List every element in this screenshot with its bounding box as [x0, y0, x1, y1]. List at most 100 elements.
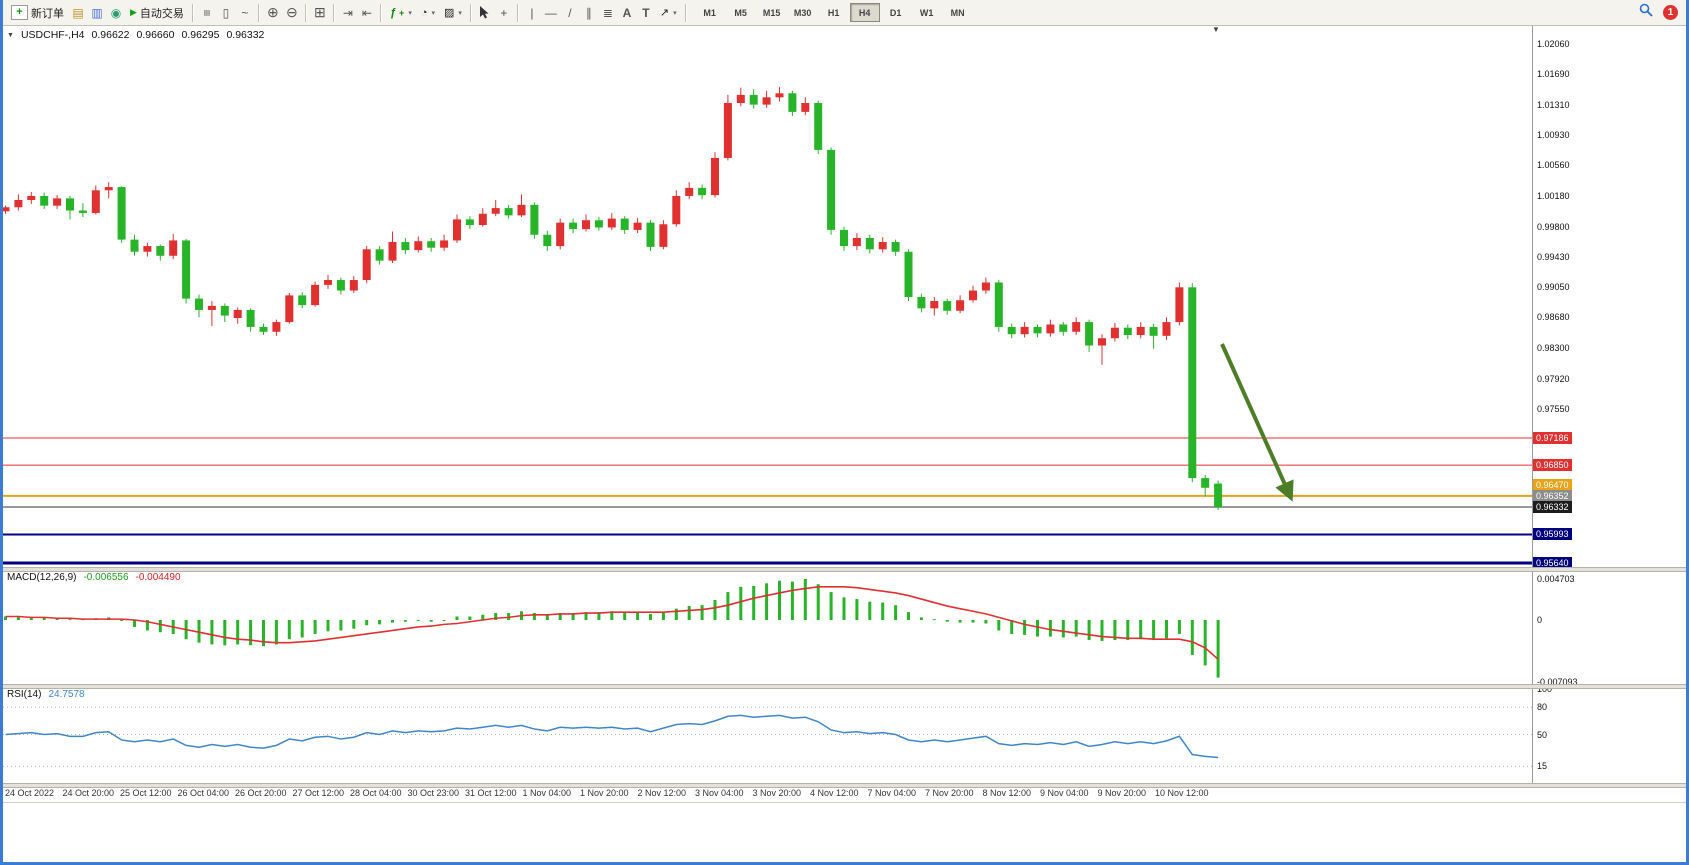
- new-order-icon: +: [11, 5, 28, 20]
- data-window-icon[interactable]: ▥: [91, 5, 103, 20]
- time-axis-label: 9 Nov 04:00: [1040, 788, 1089, 798]
- auto-trading-label: 自动交易: [139, 7, 184, 20]
- timeframe-button-w1[interactable]: W1: [919, 7, 934, 18]
- price-tick-label: 0.99050: [1537, 282, 1570, 293]
- indicators-icon: ƒ: [389, 6, 397, 19]
- search-icon[interactable]: [1639, 3, 1653, 22]
- price-tick-label: 1.02060: [1537, 38, 1570, 49]
- time-axis-label: 24 Oct 20:00: [62, 788, 115, 798]
- zoom-in-icon[interactable]: ⊕: [267, 4, 279, 20]
- macd-header: MACD(12,26,9) -0.006556 -0.004490: [7, 572, 181, 583]
- arrow-tool-icon: ↗: [659, 7, 670, 19]
- timeframe-button-m15[interactable]: M15: [762, 7, 781, 18]
- ohlc-low: 0.96295: [181, 29, 220, 41]
- vertical-line-tool-icon[interactable]: |: [530, 5, 534, 20]
- text-label-tool-icon[interactable]: T: [642, 5, 650, 20]
- chevron-down-icon: ▾: [431, 9, 435, 17]
- time-axis-label: 26 Oct 04:00: [177, 788, 230, 798]
- fibonacci-tool-icon[interactable]: ≣: [602, 5, 613, 20]
- template-icon: ▨: [444, 7, 455, 19]
- timeframe-button-mn[interactable]: MN: [950, 7, 965, 18]
- toolbar-separator: [516, 3, 519, 22]
- tile-windows-icon[interactable]: ⊞: [314, 4, 326, 20]
- notification-badge[interactable]: 1: [1663, 5, 1678, 20]
- time-axis-label: 1 Nov 20:00: [580, 788, 629, 798]
- window-border-right: [1686, 0, 1689, 865]
- channel-tool-icon[interactable]: ∥: [585, 5, 592, 20]
- auto-trading-play-icon: ▶: [130, 7, 137, 17]
- templates-button[interactable]: ▨ ▾: [440, 3, 466, 23]
- toolbar-separator: [332, 3, 335, 22]
- main-toolbar: + 新订单 ▤ ▥ ◉ ▶ 自动交易 ≡ ▯ ~ ⊕ ⊖ ⊞ ⇥ ⇤ ƒ + ▾ …: [3, 0, 1686, 26]
- horizontal-line-tool-icon[interactable]: —: [544, 5, 557, 20]
- price-tick-label: 0.97550: [1537, 403, 1570, 414]
- crosshair-icon[interactable]: +: [500, 5, 508, 20]
- indicators-button[interactable]: ƒ + ▾: [386, 3, 416, 23]
- price-tick-label: 1.01690: [1537, 68, 1570, 79]
- ohlc-high: 0.96660: [136, 29, 175, 41]
- time-axis-label: 9 Nov 20:00: [1097, 788, 1147, 798]
- zoom-out-icon[interactable]: ⊖: [286, 4, 298, 20]
- time-axis-label: 26 Oct 20:00: [235, 788, 287, 798]
- macd-indicator-canvas[interactable]: [3, 570, 1532, 684]
- time-axis-label: 7 Nov 04:00: [867, 788, 917, 798]
- toolbar-separator: [684, 3, 687, 22]
- time-axis[interactable]: 24 Oct 2022 24 Oct 20:00 25 Oct 12:00 26 Oc…: [3, 786, 1532, 801]
- chart-shift-marker[interactable]: ▼: [1212, 25, 1220, 34]
- rsi-axis-label: 100: [1537, 684, 1553, 694]
- auto-trading-button[interactable]: ▶ 自动交易: [126, 3, 188, 23]
- market-watch-icon[interactable]: ▤: [72, 5, 84, 20]
- price-line-label: 0.95640: [1533, 556, 1572, 569]
- window-border-left: [0, 0, 3, 865]
- timeframe-button-h4[interactable]: H4: [849, 3, 880, 22]
- timeframe-button-h1[interactable]: H1: [827, 7, 840, 18]
- text-tool-icon[interactable]: A: [622, 5, 632, 20]
- rsi-indicator-canvas[interactable]: [3, 687, 1532, 783]
- time-axis-label: 30 Oct 23:00: [407, 788, 460, 798]
- rsi-value: 24.7578: [48, 689, 85, 700]
- navigator-icon[interactable]: ◉: [110, 5, 122, 20]
- time-axis-label: 10 Nov 12:00: [1155, 788, 1209, 798]
- timeframe-button-d1[interactable]: D1: [889, 7, 902, 18]
- rsi-header: RSI(14) 24.7578: [7, 689, 85, 700]
- price-tick-label: 0.97920: [1537, 373, 1570, 384]
- rsi-name: RSI(14): [7, 689, 42, 700]
- toolbar-separator: [257, 3, 260, 22]
- price-line-label: 0.96332: [1533, 501, 1572, 514]
- chart-shift-icon[interactable]: ⇤: [361, 5, 372, 20]
- time-axis-label: 8 Nov 12:00: [982, 788, 1032, 798]
- cursor-icon[interactable]: [476, 4, 494, 22]
- price-chart-canvas[interactable]: [3, 26, 1532, 567]
- time-axis-label: 3 Nov 04:00: [695, 788, 744, 798]
- panel-separator[interactable]: [3, 684, 1686, 689]
- price-line-label: 0.95993: [1533, 528, 1572, 541]
- chart-menu-icon[interactable]: ▼: [7, 31, 14, 39]
- panel-separator[interactable]: [3, 567, 1686, 572]
- chart-symbol-period: USDCHF-,H4: [20, 29, 85, 41]
- timeframe-button-m5[interactable]: M5: [734, 7, 747, 18]
- macd-axis-label: 0: [1537, 615, 1543, 625]
- price-line-label: 0.96470: [1533, 479, 1572, 492]
- periods-button[interactable]: ◔ ▾: [417, 3, 439, 23]
- rsi-axis-label: 80: [1537, 702, 1548, 713]
- new-order-button[interactable]: + 新订单: [7, 3, 68, 23]
- timeframe-toolbar: M1 M5 M15 M30 H1 H4 D1 W1 MN: [695, 3, 973, 22]
- panel-separator[interactable]: [3, 783, 1686, 788]
- auto-scroll-icon[interactable]: ⇥: [342, 5, 353, 20]
- chevron-down-icon: ▾: [458, 9, 462, 17]
- line-chart-icon[interactable]: ~: [241, 5, 249, 20]
- time-axis-label: 25 Oct 12:00: [120, 788, 172, 798]
- macd-value: -0.006556: [83, 572, 129, 583]
- timeframe-button-m30[interactable]: M30: [793, 7, 812, 18]
- price-axis[interactable]: 1.02060 1.01690 1.01310 1.00930 1.00560 1.001…: [1533, 26, 1689, 783]
- arrows-tool-button[interactable]: ↗ ▾: [656, 3, 681, 23]
- price-tick-label: 1.00560: [1537, 160, 1570, 171]
- timeframe-button-m1[interactable]: M1: [703, 7, 716, 18]
- time-axis-label: 28 Oct 04:00: [350, 788, 402, 798]
- price-line-label: 0.97186: [1533, 431, 1572, 444]
- time-axis-label: 2 Nov 12:00: [637, 788, 687, 798]
- bar-chart-icon[interactable]: ≡: [199, 8, 214, 16]
- trendline-tool-icon[interactable]: /: [568, 5, 572, 20]
- price-tick-label: 1.01310: [1537, 99, 1570, 110]
- candlestick-chart-icon[interactable]: ▯: [222, 5, 230, 20]
